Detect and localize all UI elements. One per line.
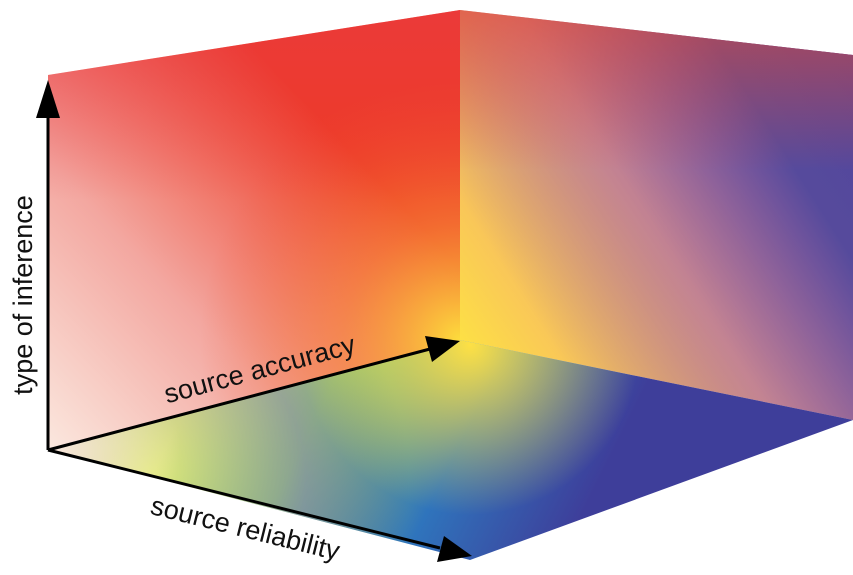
vertical-axis-label: type of inference xyxy=(8,195,38,395)
horizontal-axis-arrowhead xyxy=(437,536,472,562)
depth-axis-arrowhead xyxy=(425,336,460,362)
left-wall xyxy=(48,10,460,450)
right-wall xyxy=(460,10,853,420)
vertical-axis-arrowhead xyxy=(36,80,60,118)
floor xyxy=(48,340,853,560)
depth-axis-line xyxy=(47,347,431,452)
horizontal-axis-line xyxy=(47,448,441,550)
